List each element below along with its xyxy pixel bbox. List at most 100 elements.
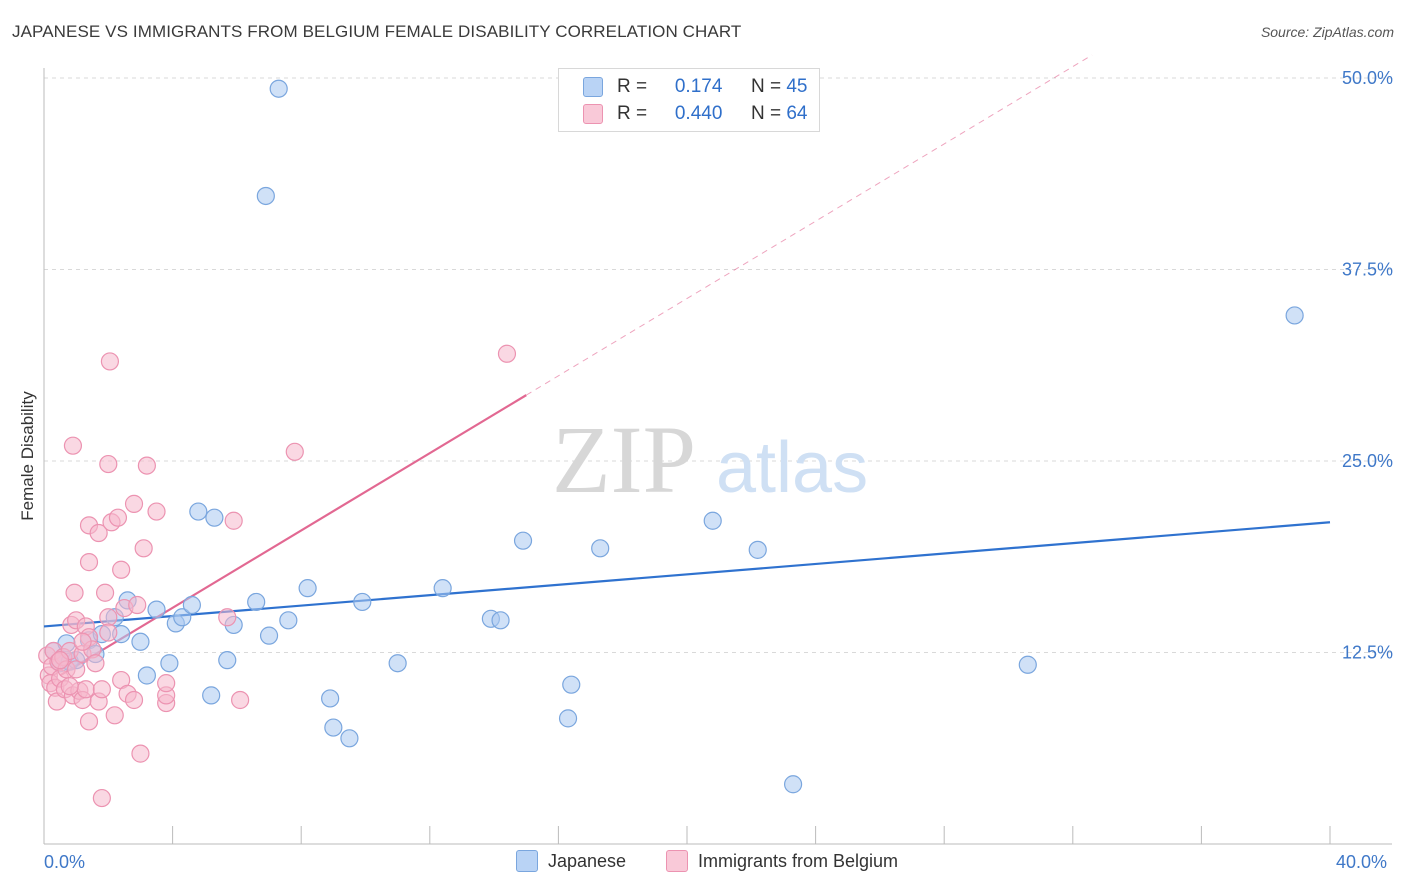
grid-lines <box>44 77 1392 653</box>
y-tick-label: 37.5% <box>1342 260 1393 280</box>
point-belgium <box>99 623 118 642</box>
point-japanese <box>247 592 266 612</box>
source-label: Source: ZipAtlas.com <box>1260 24 1394 40</box>
point-belgium <box>89 523 108 543</box>
point-belgium <box>79 712 99 731</box>
trend-extension-belgium <box>525 54 1093 396</box>
axes <box>43 68 1392 845</box>
n-value-japanese: 45 <box>786 76 808 97</box>
point-belgium <box>50 651 70 670</box>
y-tick-label: 50.0% <box>1342 68 1393 88</box>
point-japanese <box>218 651 237 670</box>
point-belgium <box>124 690 144 710</box>
point-japanese <box>324 718 343 737</box>
point-belgium <box>218 608 237 627</box>
point-belgium <box>124 494 144 513</box>
r-value-japanese: 0.174 <box>674 76 723 97</box>
r-label: R = <box>617 103 648 124</box>
legend-label-belgium: Immigrants from Belgium <box>698 850 899 871</box>
point-belgium <box>157 674 176 693</box>
point-japanese <box>703 511 722 530</box>
legend-label-japanese: Japanese <box>548 850 627 871</box>
watermark-zip: ZIP <box>552 406 696 513</box>
point-japanese <box>131 632 150 651</box>
point-belgium <box>131 744 150 763</box>
point-japanese <box>748 540 767 559</box>
point-belgium <box>105 706 124 725</box>
r-label: R = <box>617 76 648 97</box>
point-japanese <box>591 539 610 558</box>
y-tick-labels: 12.5% 25.0% 37.5% 50.0% <box>1342 68 1393 663</box>
point-belgium <box>73 632 92 651</box>
y-tick-label: 12.5% <box>1342 643 1393 663</box>
point-japanese <box>513 531 533 550</box>
trend-line-japanese <box>43 521 1331 628</box>
legend-item-japanese[interactable]: Japanese <box>516 850 626 872</box>
data-points <box>38 79 1304 808</box>
x-tick-label-max: 40.0% <box>1336 852 1388 872</box>
point-belgium <box>224 511 243 530</box>
x-tick-label-min: 0.0% <box>44 852 86 872</box>
point-belgium <box>99 454 118 474</box>
trend-lines <box>43 54 1331 677</box>
point-japanese <box>558 709 578 728</box>
point-japanese <box>160 654 179 673</box>
legend-stats: R = 0.174 N = 45 R = 0.440 N = 64 <box>558 68 820 132</box>
point-japanese <box>173 608 192 627</box>
point-japanese <box>340 729 359 748</box>
point-japanese <box>1285 306 1304 325</box>
n-label: N = <box>750 103 782 124</box>
point-japanese <box>562 675 581 694</box>
point-japanese <box>202 686 221 705</box>
point-belgium <box>147 502 166 521</box>
point-japanese <box>269 79 288 98</box>
point-japanese <box>256 186 275 206</box>
watermark-atlas: atlas <box>716 428 868 508</box>
legend-swatch-belgium <box>583 104 603 124</box>
point-japanese <box>182 595 201 615</box>
point-japanese <box>259 626 279 645</box>
point-belgium <box>86 654 105 673</box>
point-belgium <box>67 660 86 679</box>
point-japanese <box>137 666 156 685</box>
point-belgium <box>79 553 99 572</box>
point-japanese <box>1018 655 1037 674</box>
point-japanese <box>783 775 803 794</box>
point-belgium <box>95 583 115 602</box>
point-belgium <box>285 442 304 461</box>
point-belgium <box>134 539 153 558</box>
point-japanese <box>189 502 208 521</box>
trend-line-belgium <box>59 394 527 677</box>
point-belgium <box>108 508 128 527</box>
legend-item-belgium[interactable]: Immigrants from Belgium <box>666 850 898 872</box>
legend-swatch-japanese <box>583 77 603 97</box>
point-japanese <box>433 579 452 598</box>
point-belgium <box>65 583 84 602</box>
legend-swatch-japanese <box>516 850 538 872</box>
point-belgium <box>92 680 111 699</box>
point-belgium <box>128 595 147 615</box>
n-value-belgium: 64 <box>786 103 808 124</box>
point-japanese <box>279 611 298 630</box>
chart-title: JAPANESE VS IMMIGRANTS FROM BELGIUM FEMA… <box>12 22 742 41</box>
r-value-belgium: 0.440 <box>674 103 723 124</box>
point-belgium <box>497 344 517 363</box>
point-japanese <box>205 508 224 527</box>
point-belgium <box>92 788 111 808</box>
legend-swatch-belgium <box>666 850 688 872</box>
point-belgium <box>76 680 95 699</box>
point-belgium <box>99 608 118 627</box>
point-japanese <box>353 592 372 612</box>
point-belgium <box>112 560 131 579</box>
point-japanese <box>388 654 407 673</box>
n-label: N = <box>750 76 782 97</box>
point-belgium <box>231 690 250 710</box>
y-tick-label: 25.0% <box>1342 451 1393 471</box>
point-japanese <box>298 579 317 598</box>
point-japanese <box>491 611 510 630</box>
point-belgium <box>137 456 156 475</box>
point-belgium <box>63 436 83 455</box>
point-belgium <box>60 677 79 696</box>
point-japanese <box>321 689 340 708</box>
